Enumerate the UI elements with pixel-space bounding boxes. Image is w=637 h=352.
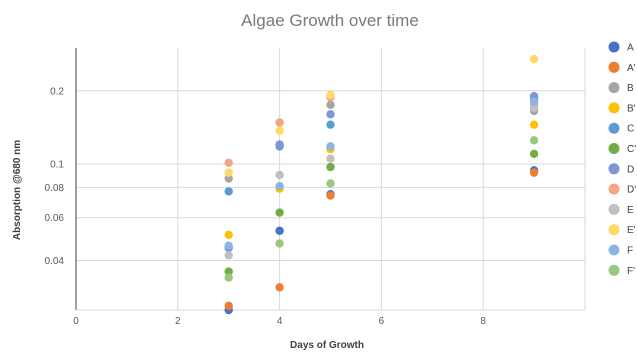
legend-marker [608,183,620,195]
data-point [275,126,284,135]
x-tick-label: 8 [480,316,486,327]
data-point [275,226,284,235]
legend-label: B [627,83,634,94]
data-point [275,118,284,127]
data-point [224,187,233,196]
data-point [529,54,539,64]
data-point [275,239,284,248]
data-point [224,267,233,276]
legend-marker [608,61,620,73]
y-tick-label: 0.2 [50,86,64,97]
data-point [224,174,233,183]
data-point [224,241,233,250]
data-points [224,54,539,315]
y-tick-labels: 0.04 0.06 0.08 0.1 0.2 [45,86,65,267]
data-point [224,301,233,311]
legend-label: E [627,205,634,216]
y-tick-label: 0.08 [45,183,65,194]
legend-marker [608,41,620,53]
data-point [326,191,335,200]
y-tick-label: 0.1 [50,159,64,170]
y-axis-label: Absorption @680 nm [12,140,23,240]
legend-label: D' [627,185,636,196]
data-point [326,90,335,100]
data-point [275,283,284,292]
data-point [529,149,539,158]
x-tick-label: 0 [73,316,79,327]
data-point [529,120,539,129]
data-point [529,103,539,113]
data-point [326,100,335,110]
legend-marker [608,203,620,215]
data-point [224,158,233,167]
data-point [224,168,233,177]
legend-label: F [627,246,633,257]
data-point [529,168,539,177]
data-point [275,140,284,149]
legend-label: C [627,124,634,135]
legend-label: A' [627,63,636,74]
data-point [326,120,335,129]
data-point [275,170,284,180]
data-point [224,273,233,282]
x-tick-labels: 0 2 4 6 8 [73,316,486,327]
data-point [326,110,335,119]
legend-marker [608,122,620,134]
y-tick-label: 0.06 [45,213,65,224]
data-point [275,181,284,191]
data-point [275,208,284,217]
legend-label: A [627,43,634,54]
data-point [326,162,335,172]
x-tick-label: 2 [175,316,181,327]
data-point [224,251,233,260]
legend-label: D [627,164,634,175]
data-point [224,230,233,240]
data-point [529,97,539,107]
legend-marker [608,102,620,114]
x-tick-label: 6 [379,316,385,327]
legend-label: C' [627,144,636,155]
data-point [326,154,335,163]
legend-marker [608,163,620,175]
legend-label: E' [627,225,636,236]
legend-marker [608,244,620,256]
legend-marker [608,143,620,154]
x-axis-label: Days of Growth [290,340,364,351]
legend-marker [608,224,620,236]
x-tick-label: 4 [277,316,283,327]
legend-label: F' [627,266,635,277]
legend-marker [608,82,620,94]
legend-marker [608,264,620,276]
y-tick-label: 0.04 [45,256,65,267]
chart-title: Algae Growth over time [241,11,419,30]
data-point [529,136,539,145]
legend: A A' B B' C C' D D' E E' F F' [608,41,636,277]
data-point [326,142,335,151]
data-point [326,179,335,188]
gridlines [76,48,586,310]
legend-label: B' [627,103,636,114]
